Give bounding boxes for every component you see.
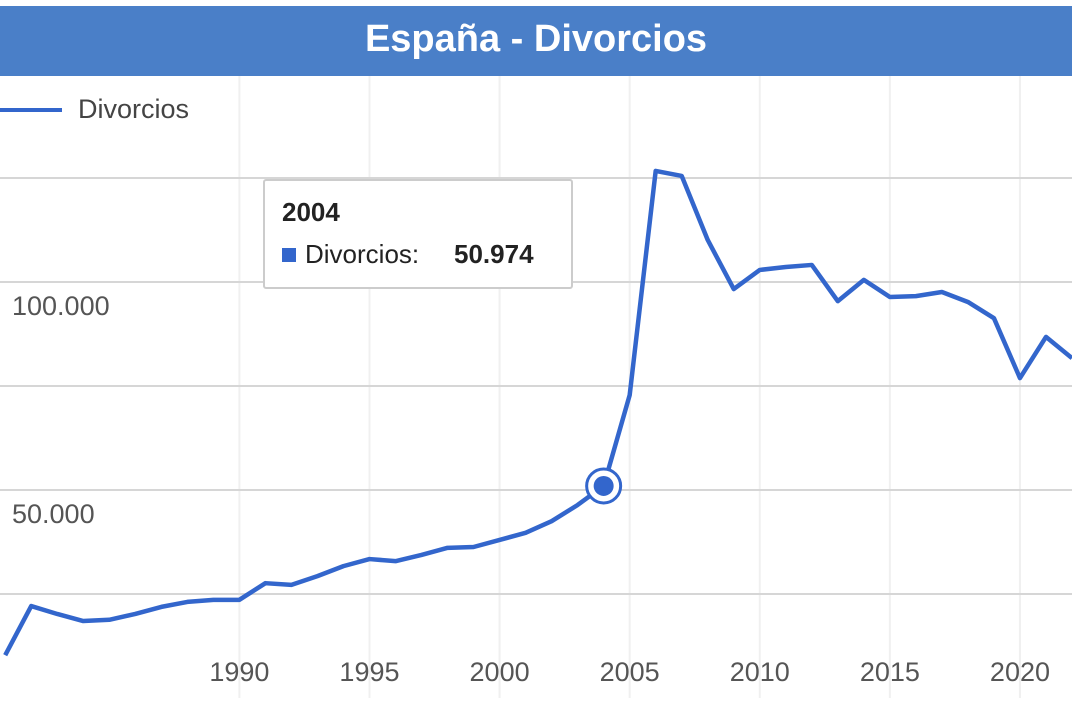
tooltip-swatch — [282, 248, 296, 262]
x-tick-label: 2005 — [600, 657, 660, 687]
title-bar — [0, 6, 1072, 76]
x-tick-label: 2010 — [730, 657, 790, 687]
data-line — [3, 168, 1072, 657]
tooltip-box — [263, 179, 573, 289]
x-tick-label: 2000 — [470, 657, 530, 687]
chart-title: España - Divorcios — [365, 18, 707, 60]
legend-label: Divorcios — [78, 94, 189, 124]
x-tick-label: 2020 — [990, 657, 1050, 687]
y-tick-label: 100.000 — [12, 291, 110, 321]
tooltip: 2004 Divorcios: 50.974 — [263, 179, 573, 289]
tooltip-value: 50.974 — [454, 239, 534, 269]
tooltip-label: Divorcios: — [305, 239, 419, 269]
y-tick-label: 50.000 — [12, 499, 95, 529]
tooltip-title: 2004 — [282, 197, 340, 227]
highlight-dot — [593, 475, 614, 496]
x-tick-label: 1990 — [209, 657, 269, 687]
x-tick-label: 2015 — [860, 657, 920, 687]
x-tick-label: 1995 — [339, 657, 399, 687]
